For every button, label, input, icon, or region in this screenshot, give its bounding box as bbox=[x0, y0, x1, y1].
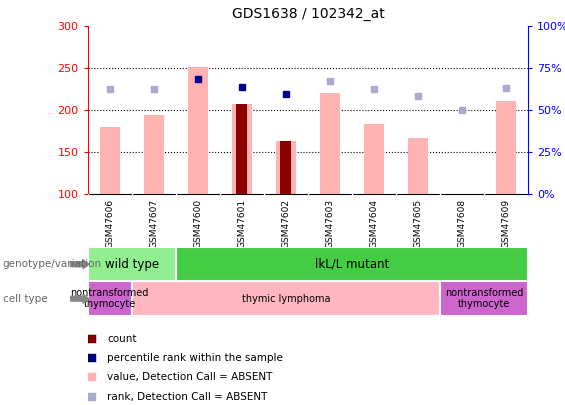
Bar bbox=[276, 141, 296, 194]
Text: GSM47600: GSM47600 bbox=[193, 198, 202, 248]
Bar bbox=[236, 104, 247, 194]
Bar bbox=[132, 281, 440, 316]
Bar bbox=[280, 141, 292, 194]
Text: GSM47603: GSM47603 bbox=[325, 198, 334, 248]
Text: rank, Detection Call = ABSENT: rank, Detection Call = ABSENT bbox=[107, 392, 268, 402]
Bar bbox=[88, 247, 176, 281]
Text: percentile rank within the sample: percentile rank within the sample bbox=[107, 353, 283, 363]
Bar bbox=[496, 101, 516, 194]
Text: GSM47604: GSM47604 bbox=[370, 198, 379, 247]
Bar bbox=[232, 104, 252, 194]
Text: thymic lymphoma: thymic lymphoma bbox=[242, 294, 330, 304]
Bar bbox=[88, 281, 132, 316]
Text: wild type: wild type bbox=[105, 258, 159, 271]
Bar bbox=[99, 127, 120, 194]
Bar bbox=[440, 281, 528, 316]
Bar bbox=[144, 115, 164, 194]
Text: nontransformed
thymocyte: nontransformed thymocyte bbox=[71, 288, 149, 309]
Bar bbox=[408, 138, 428, 194]
Bar bbox=[188, 67, 208, 194]
Text: value, Detection Call = ABSENT: value, Detection Call = ABSENT bbox=[107, 373, 273, 382]
Text: lkL/L mutant: lkL/L mutant bbox=[315, 258, 389, 271]
Bar bbox=[320, 93, 340, 194]
Bar bbox=[364, 124, 384, 194]
Title: GDS1638 / 102342_at: GDS1638 / 102342_at bbox=[232, 7, 384, 21]
Text: GSM47605: GSM47605 bbox=[414, 198, 423, 248]
Text: cell type: cell type bbox=[3, 294, 47, 304]
Text: GSM47601: GSM47601 bbox=[237, 198, 246, 248]
Text: nontransformed
thymocyte: nontransformed thymocyte bbox=[445, 288, 523, 309]
Text: genotype/variation: genotype/variation bbox=[3, 259, 102, 269]
Text: count: count bbox=[107, 334, 137, 343]
Text: GSM47606: GSM47606 bbox=[105, 198, 114, 248]
Text: GSM47602: GSM47602 bbox=[281, 198, 290, 247]
Bar bbox=[176, 247, 528, 281]
Text: GSM47608: GSM47608 bbox=[458, 198, 467, 248]
Text: GSM47607: GSM47607 bbox=[149, 198, 158, 248]
Text: GSM47609: GSM47609 bbox=[502, 198, 511, 248]
